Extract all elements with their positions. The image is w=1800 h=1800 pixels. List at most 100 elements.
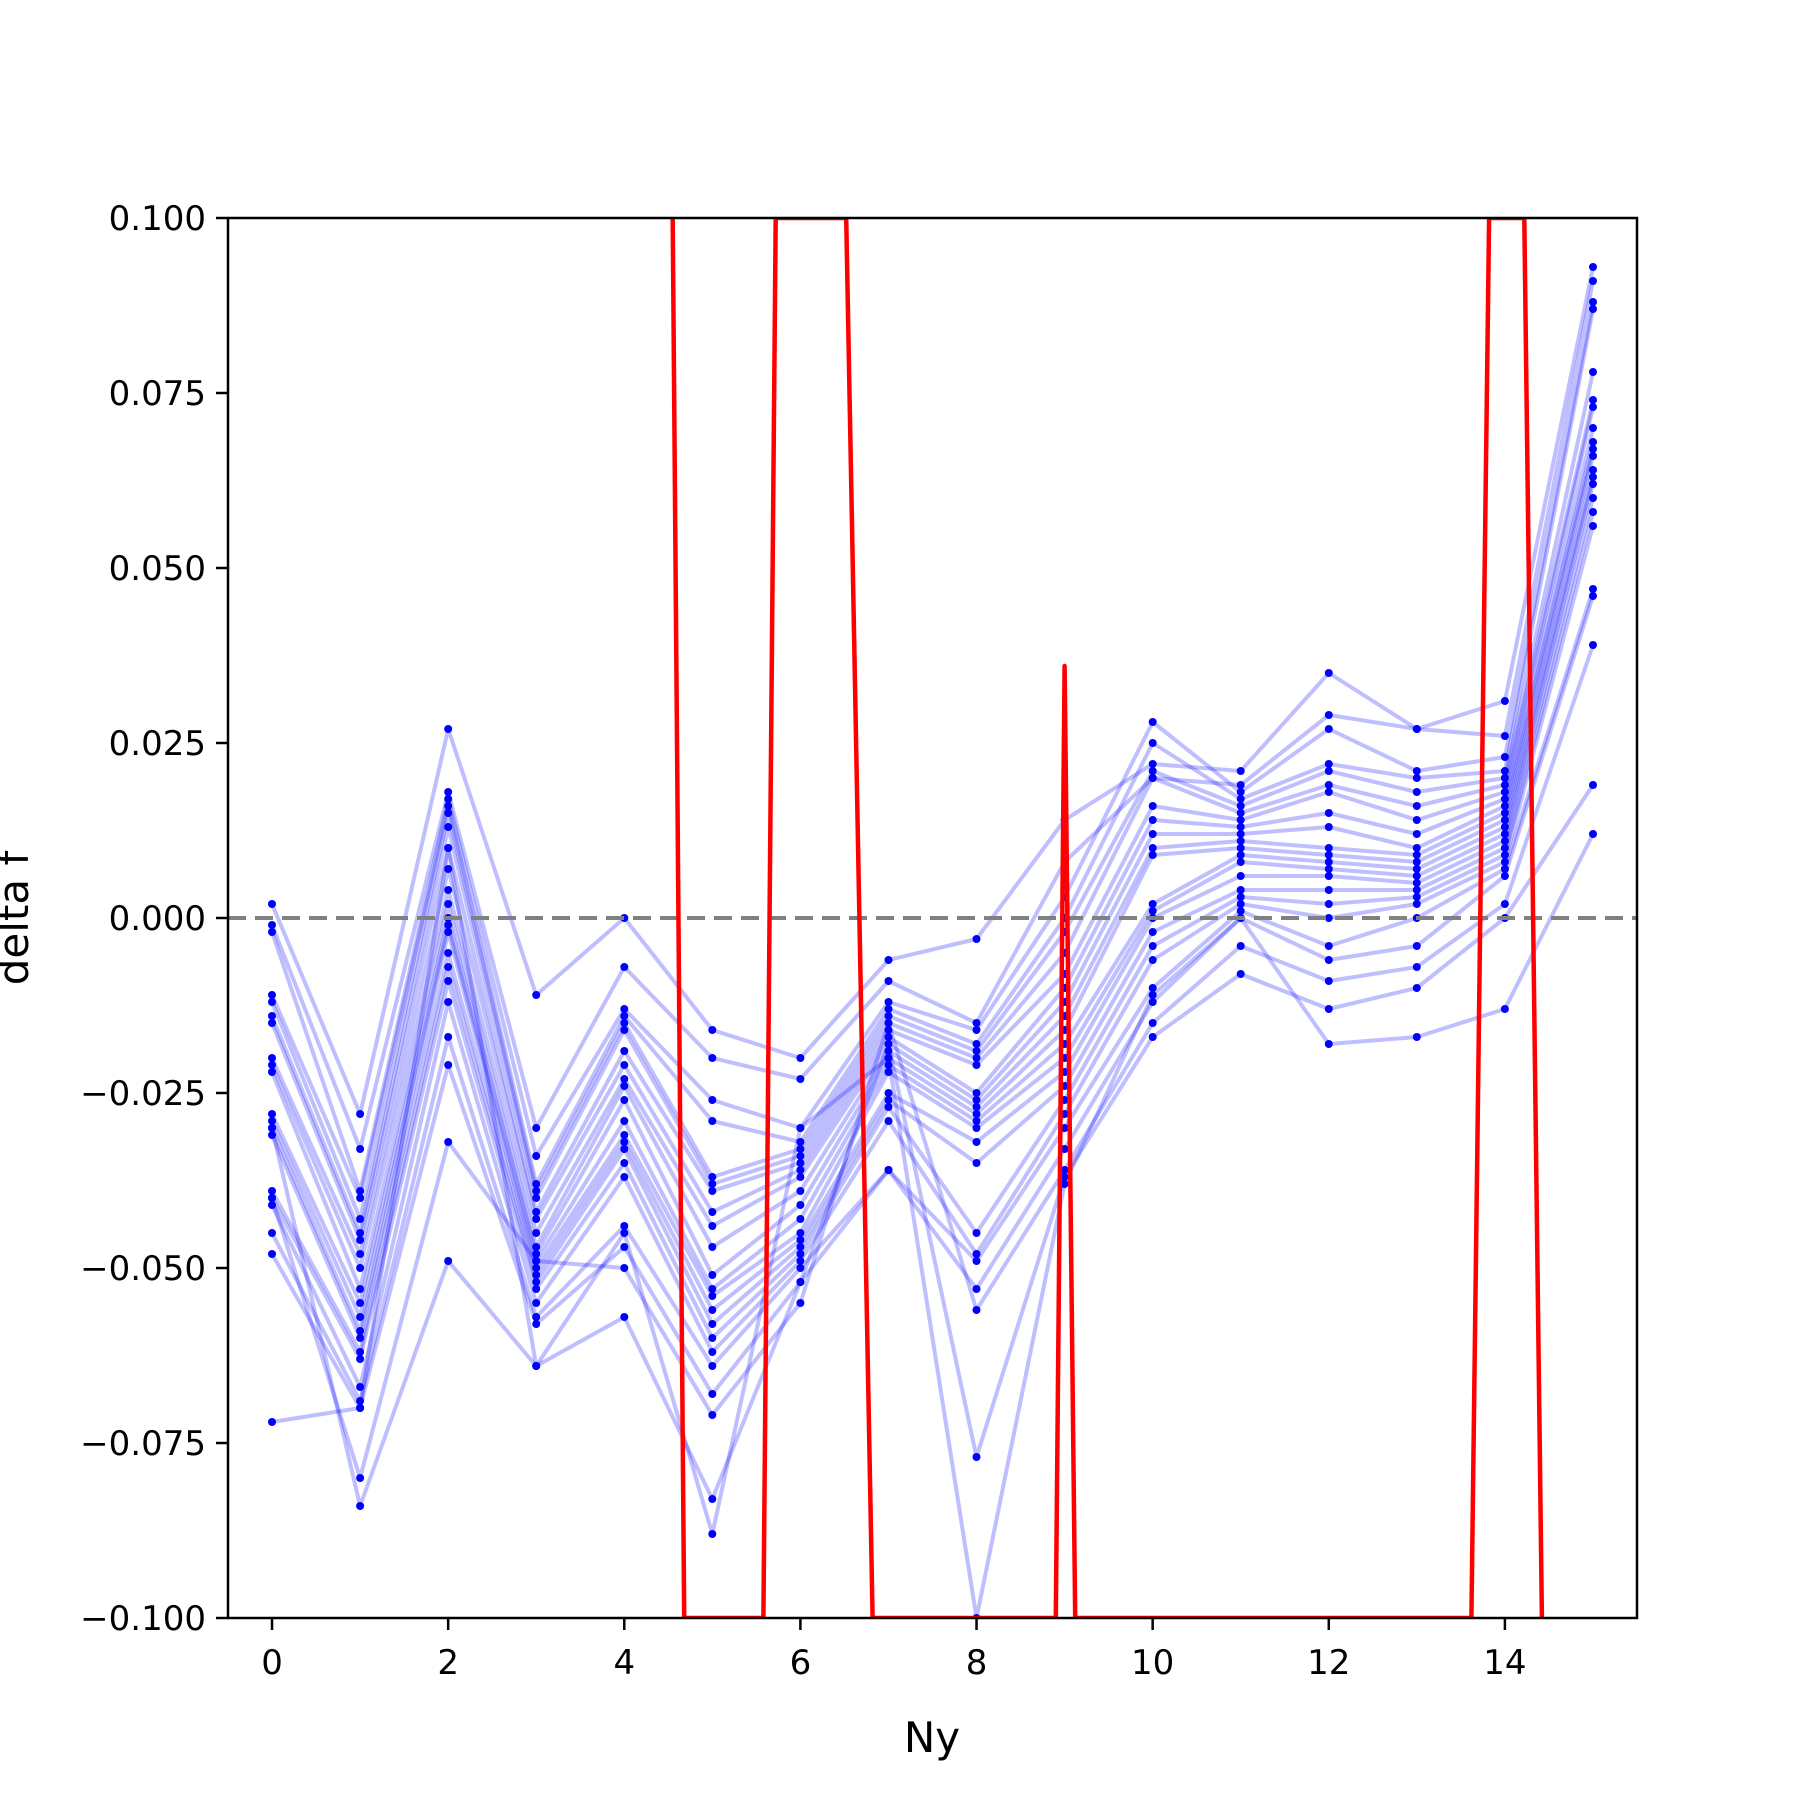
series-point (796, 1243, 805, 1251)
series-point (1589, 396, 1597, 404)
series-point (972, 1019, 981, 1027)
series-point (1500, 830, 1509, 838)
series-line-15 (270, 511, 1595, 1361)
series-point (972, 1117, 981, 1125)
series-point (796, 1075, 805, 1083)
series-point (268, 1418, 276, 1426)
series-point (532, 1124, 541, 1132)
series-point (1324, 956, 1333, 964)
series-point (1324, 914, 1333, 922)
series-point (708, 1362, 717, 1370)
series-point (708, 1208, 717, 1216)
series-point (708, 1173, 717, 1181)
series-point (1324, 1040, 1333, 1048)
series-point (796, 1236, 805, 1244)
series-point (356, 1215, 365, 1223)
series-point (972, 1026, 981, 1034)
series-point (1500, 851, 1509, 859)
series-point (444, 795, 453, 803)
series-point (972, 1229, 981, 1237)
series-point (1500, 809, 1509, 817)
series-point (1148, 984, 1157, 992)
series-point (1500, 823, 1509, 831)
series-point (1148, 830, 1157, 838)
series-point (1589, 403, 1597, 411)
x-tick-label: 6 (790, 1643, 812, 1683)
series-point (1148, 1033, 1157, 1041)
series-point (1236, 942, 1245, 950)
series-point (444, 1061, 453, 1069)
series-point (356, 1474, 365, 1482)
series-point (1412, 802, 1421, 810)
x-tick-label: 4 (613, 1643, 635, 1683)
series-point (1500, 697, 1509, 705)
series-point (884, 1033, 893, 1041)
series-point (620, 1159, 629, 1167)
series-point (532, 1299, 541, 1307)
series-point (1060, 1173, 1069, 1181)
series-point (1412, 865, 1421, 873)
series-point (532, 1313, 541, 1321)
x-tick-label: 14 (1483, 1643, 1526, 1683)
series-point (884, 1103, 893, 1111)
series-line-8 (270, 441, 1595, 1270)
series-point (1148, 991, 1157, 999)
series-point (884, 1012, 893, 1020)
series-point (1148, 774, 1157, 782)
series-point (1060, 1166, 1069, 1174)
series-point (620, 1222, 629, 1230)
series-point (796, 1215, 805, 1223)
series-point (972, 1054, 981, 1062)
series-point (796, 1264, 805, 1272)
series-point (796, 1124, 805, 1132)
series-point (1589, 305, 1597, 313)
series-point (1324, 872, 1333, 880)
series-point (1324, 865, 1333, 873)
series-point (1500, 858, 1509, 866)
series-line-16 (270, 525, 1595, 1389)
series-point (1236, 886, 1245, 894)
series-point (1412, 774, 1421, 782)
series-point (1412, 963, 1421, 971)
series-point (1589, 781, 1597, 789)
series-point (444, 809, 453, 817)
x-tick-label: 10 (1131, 1643, 1174, 1683)
series-point (620, 1229, 629, 1237)
series-point (1500, 767, 1509, 775)
series-point (1324, 788, 1333, 796)
x-tick-label: 0 (261, 1643, 283, 1683)
series-point (268, 1201, 276, 1209)
series-line-0 (270, 266, 1595, 1116)
series-point (1589, 466, 1597, 474)
series-point (796, 1257, 805, 1265)
series-point (708, 1530, 717, 1538)
series-point (708, 1334, 717, 1342)
series-point (620, 963, 629, 971)
series-point (1324, 725, 1333, 733)
series-line-3 (270, 308, 1595, 1200)
series-point (620, 1005, 629, 1013)
series-point (972, 1138, 981, 1146)
series-point (532, 1229, 541, 1237)
series-point (884, 1089, 893, 1097)
series-point (620, 1019, 629, 1027)
series-point (268, 1124, 276, 1132)
series-point (620, 1117, 629, 1125)
series-point (1148, 942, 1157, 950)
series-point (444, 963, 453, 971)
series-point (796, 1145, 805, 1153)
series-point (1412, 844, 1421, 852)
series-point (884, 1005, 893, 1013)
y-tick-label: −0.100 (80, 1599, 206, 1639)
series-point (532, 1320, 541, 1328)
series-point (1412, 984, 1421, 992)
series-point (268, 1229, 276, 1237)
series-point (1236, 809, 1245, 817)
series-point (1589, 641, 1597, 649)
series-point (1500, 865, 1509, 873)
series-line-14 (270, 497, 1595, 1354)
series-point (356, 1299, 365, 1307)
series-point (1589, 277, 1597, 285)
series-point (444, 921, 453, 929)
series-point (444, 802, 453, 810)
